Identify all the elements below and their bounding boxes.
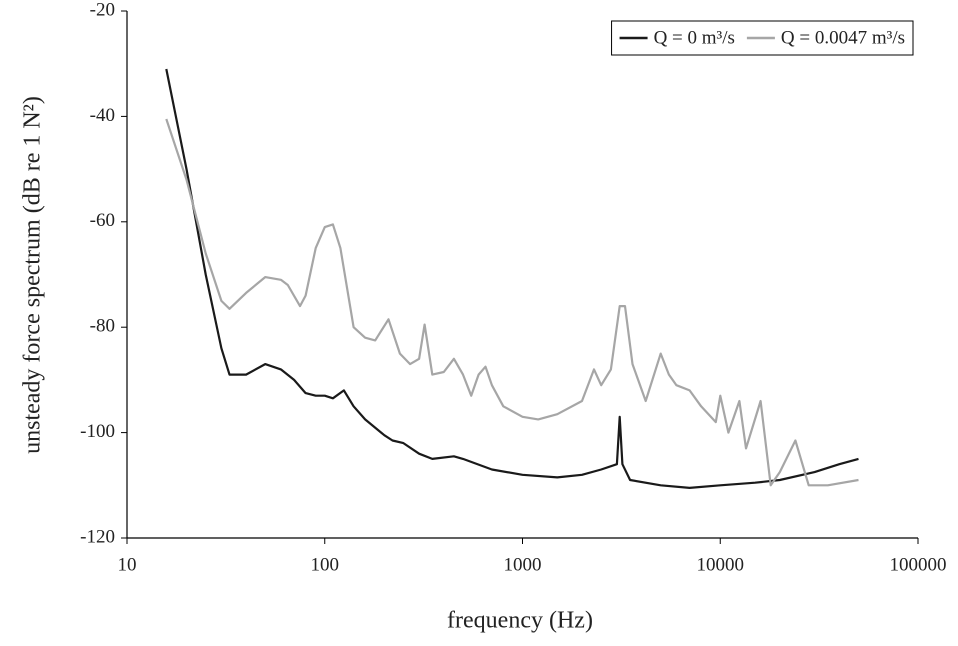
y-tick-label: -40 [90,105,115,126]
x-tick-label: 100000 [890,554,947,575]
x-tick-label: 100 [311,554,340,575]
y-tick-label: -60 [90,210,115,231]
series-line [165,68,859,489]
y-axis-label: unsteady force spectrum (dB re 1 N²) [20,96,46,454]
x-axis-label: frequency (Hz) [447,608,593,634]
x-tick-label: 10000 [697,554,745,575]
legend: Q = 0 m³/s Q = 0.0047 m³/s [611,20,914,56]
legend-label: Q = 0 m³/s [654,27,735,48]
y-tick-label: -80 [90,316,115,337]
y-tick-label: -100 [80,421,115,442]
legend-label: Q = 0.0047 m³/s [781,27,905,48]
y-tick-label: -20 [90,0,115,20]
x-tick-label: 10 [118,554,137,575]
series-line [165,118,859,487]
x-tick-label: 1000 [504,554,542,575]
y-tick-label: -120 [80,526,115,547]
